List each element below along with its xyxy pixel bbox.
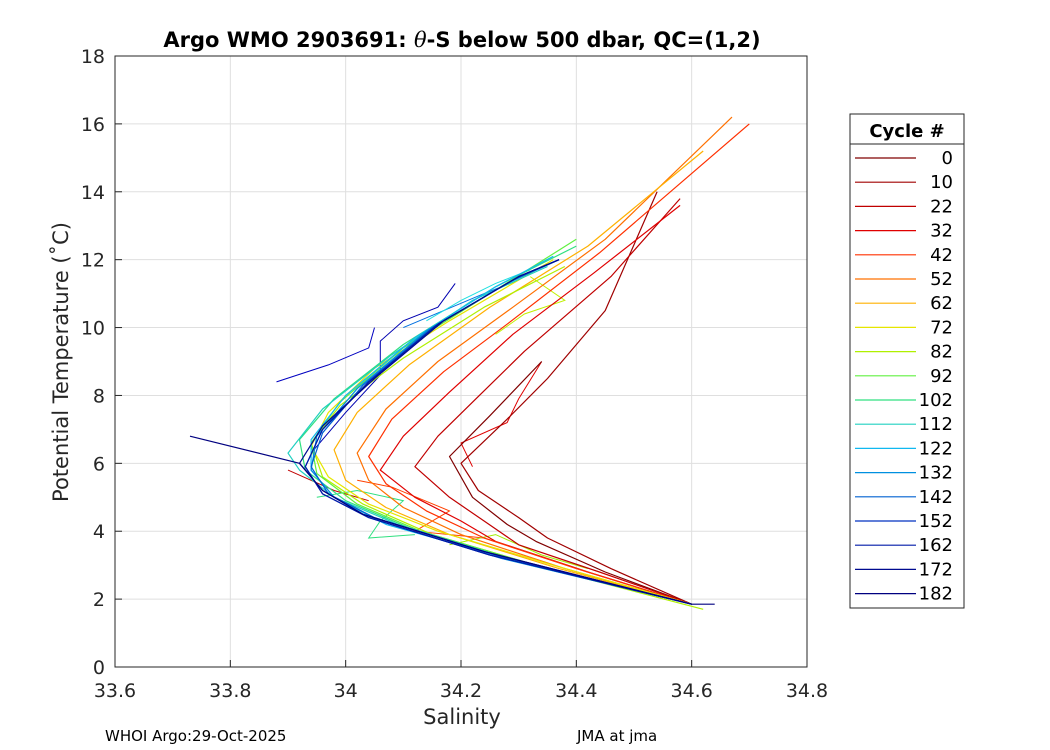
y-tick-label: 4 — [93, 521, 105, 543]
legend-label: 0 — [942, 148, 953, 169]
legend-label: 92 — [930, 366, 953, 387]
series-line-cycle-72 — [310, 259, 692, 605]
y-tick-label: 2 — [93, 589, 105, 611]
legend-label: 72 — [930, 317, 953, 338]
legend-label: 32 — [930, 221, 953, 242]
profile-trace — [460, 361, 543, 467]
legend-label: 172 — [919, 559, 953, 580]
y-tick-label: 6 — [93, 453, 105, 475]
grid — [114, 55, 808, 668]
x-tick-label: 34.2 — [440, 680, 482, 702]
title-suffix: -S below 500 dbar, QC=(1,2) — [427, 28, 761, 52]
y-axis-label: Potential Temperature (˚C) — [49, 222, 73, 502]
x-tick-label: 34.6 — [671, 680, 713, 702]
profile-trace — [357, 479, 485, 539]
legend-label: 42 — [930, 245, 953, 266]
y-tick-label: 12 — [81, 250, 105, 272]
legend-label: 22 — [930, 196, 953, 217]
series-line-cycle-152 — [304, 259, 692, 605]
series-line-cycle-142 — [310, 259, 692, 605]
title-theta: θ — [414, 28, 427, 52]
series-line-cycle-102 — [298, 245, 692, 605]
legend-label: 112 — [919, 414, 953, 435]
series-line-cycle-10 — [460, 191, 692, 605]
profile-trace — [449, 534, 589, 570]
legend-label: 122 — [919, 438, 953, 459]
legend-label: 102 — [919, 390, 953, 411]
x-tick-label: 34.4 — [555, 680, 597, 702]
legend-label: 52 — [930, 269, 953, 290]
plot-lines — [189, 116, 750, 610]
x-tick-label: 34.8 — [786, 680, 828, 702]
y-tick-label: 10 — [81, 318, 105, 340]
x-tick-label: 34 — [334, 680, 358, 702]
y-tick-label: 18 — [81, 46, 105, 68]
profile-trace — [495, 276, 566, 335]
legend-label: 62 — [930, 293, 953, 314]
legend-label: 152 — [919, 511, 953, 532]
y-tick-label: 8 — [93, 385, 105, 407]
legend-box — [849, 113, 965, 609]
series-line-cycle-22 — [414, 198, 692, 605]
series-line-cycle-122 — [310, 255, 692, 605]
series-line-cycle-0 — [448, 361, 692, 605]
legend: Cycle # 0 10 22 32 42 52 62 72 82 92 102 112 122 132 1… — [849, 113, 965, 609]
series-line-cycle-132 — [310, 259, 692, 605]
profile-trace — [276, 327, 375, 383]
y-tick-label: 14 — [81, 182, 105, 204]
profile-trace — [310, 283, 456, 454]
legend-label: 162 — [919, 535, 953, 556]
y-tick-label: 16 — [81, 114, 105, 136]
footer-left: WHOI Argo:29-Oct-2025 — [105, 727, 286, 745]
series-line-cycle-182 — [189, 435, 715, 605]
x-axis-label: Salinity — [423, 705, 501, 729]
legend-label: 182 — [919, 584, 953, 605]
chart-title: Argo WMO 2903691: θ-S below 500 dbar, QC… — [163, 28, 760, 52]
series-line-cycle-52 — [356, 116, 733, 605]
y-tick-label: 0 — [93, 657, 105, 679]
legend-label: 132 — [919, 463, 953, 484]
y-ticks: 0 2 4 6 8 10 12 14 16 18 — [81, 46, 122, 679]
legend-title: Cycle # — [869, 121, 944, 142]
legend-label: 82 — [930, 342, 953, 363]
x-ticks: 33.6 33.8 34 34.2 34.4 34.6 34.8 — [94, 660, 828, 702]
x-tick-label: 33.6 — [94, 680, 136, 702]
profile-trace — [426, 269, 531, 322]
series-line-cycle-162 — [304, 259, 692, 605]
footer-right: JMA at jma — [576, 727, 657, 745]
series-line-cycle-42 — [368, 123, 750, 605]
legend-label: 142 — [919, 487, 953, 508]
x-tick-label: 33.8 — [209, 680, 251, 702]
legend-label: 10 — [930, 172, 953, 193]
series-line-cycle-172 — [298, 259, 692, 605]
title-prefix: Argo WMO 2903691: — [163, 28, 414, 52]
